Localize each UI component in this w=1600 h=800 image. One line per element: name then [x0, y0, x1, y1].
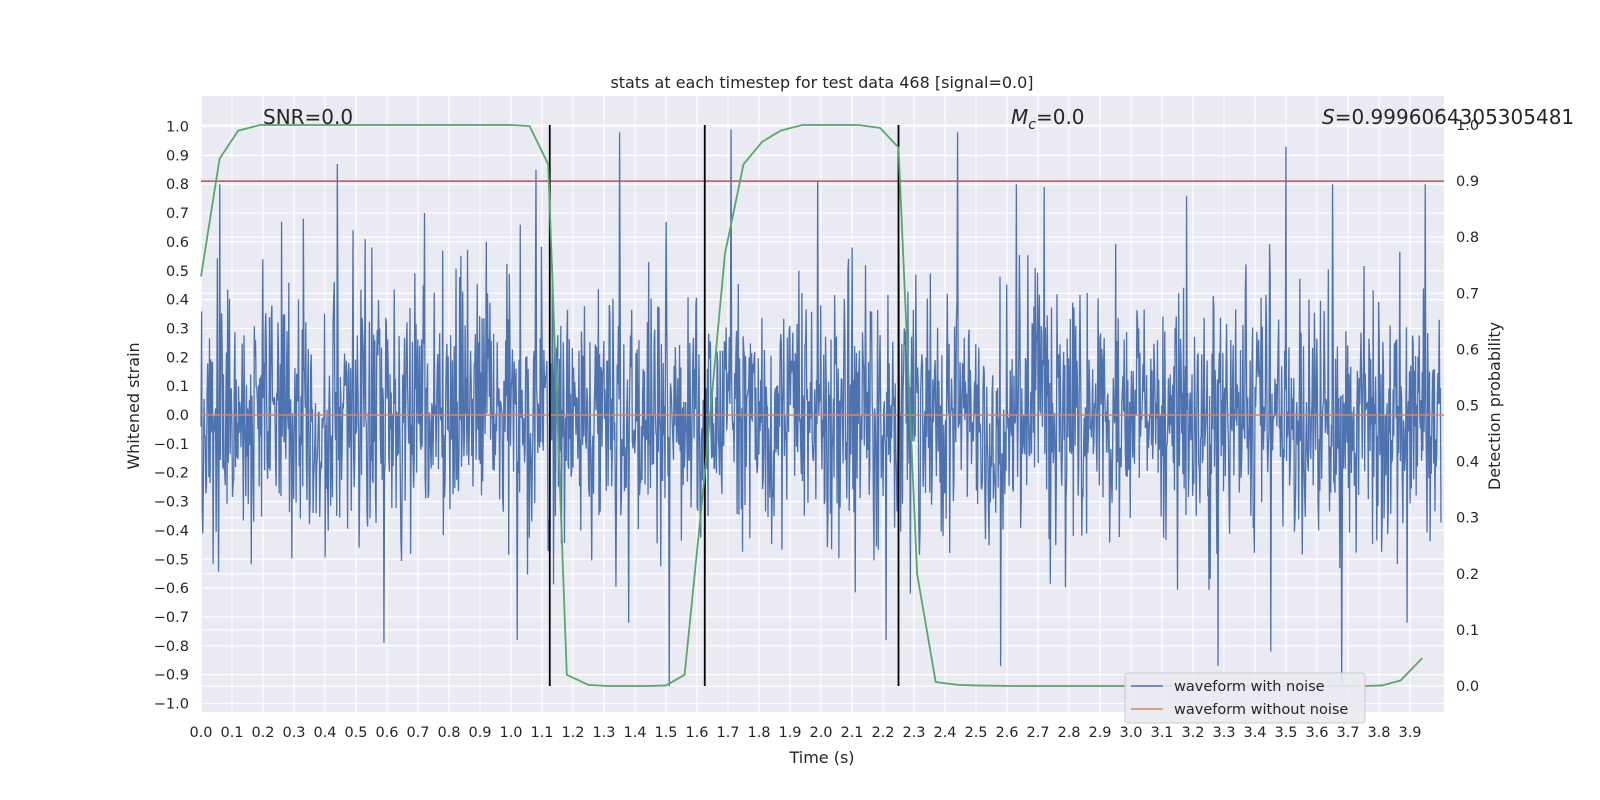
- mc-subscript: c: [1028, 117, 1036, 133]
- y-tick-label: −0.5: [154, 552, 189, 568]
- x-tick-label: 1.3: [592, 725, 615, 741]
- y-tick-label: 0.5: [166, 264, 189, 280]
- y-tick-label: −0.8: [154, 639, 189, 655]
- x-tick-label: 3.1: [1150, 725, 1173, 741]
- y-tick-label: 0.2: [166, 350, 189, 366]
- x-tick-labels: 0.0 0.1 0.2 0.3 0.4 0.5 0.6 0.7 0.8 0.9 1.0 1.1 1.2 1…: [189, 725, 1421, 741]
- x-tick-label: 3.3: [1212, 725, 1235, 741]
- y-tick-label: 0.0: [166, 408, 189, 424]
- x-tick-label: 3.6: [1305, 725, 1328, 741]
- y-axis-label: Whitened strain: [124, 342, 143, 469]
- x-tick-label: 2.3: [902, 725, 925, 741]
- mc-value: =0.0: [1036, 105, 1085, 129]
- y-tick-label: 0.6: [166, 235, 189, 251]
- y2-tick-label: 0.9: [1456, 174, 1479, 190]
- s-annotation: S=0.9996064305305481: [1322, 105, 1574, 129]
- x-tick-label: 3.9: [1398, 725, 1421, 741]
- x-tick-label: 2.9: [1088, 725, 1111, 741]
- snr-annotation: SNR=0.0: [263, 105, 353, 129]
- y-tick-label: −0.4: [154, 523, 189, 539]
- x-tick-label: 1.5: [654, 725, 677, 741]
- y-tick-label: −0.3: [154, 495, 189, 511]
- x-tick-label: 0.9: [468, 725, 491, 741]
- x-tick-label: 1.8: [747, 725, 770, 741]
- s-value: =0.9996064305305481: [1335, 105, 1574, 129]
- y2-tick-label: 0.1: [1456, 623, 1479, 639]
- y2-tick-label: 0.2: [1456, 567, 1479, 583]
- x-tick-label: 0.6: [375, 725, 398, 741]
- y-tick-label: −0.1: [154, 437, 189, 453]
- x-tick-label: 0.4: [313, 725, 336, 741]
- x-tick-label: 2.0: [809, 725, 832, 741]
- chart-title: stats at each timestep for test data 468…: [610, 73, 1033, 92]
- x-tick-label: 0.2: [251, 725, 274, 741]
- x-tick-label: 2.7: [1026, 725, 1049, 741]
- y2-tick-label: 0.8: [1456, 230, 1479, 246]
- y-tick-label: 0.4: [166, 293, 189, 309]
- chirp-mass-annotation: Mc=0.0: [1011, 105, 1085, 133]
- y2-tick-label: 0.3: [1456, 511, 1479, 527]
- x-tick-label: 1.6: [685, 725, 708, 741]
- x-tick-label: 0.3: [282, 725, 305, 741]
- x-tick-label: 2.4: [933, 725, 956, 741]
- x-axis-label: Time (s): [788, 748, 854, 767]
- x-tick-label: 3.5: [1274, 725, 1297, 741]
- y-tick-label: −0.2: [154, 466, 189, 482]
- x-tick-label: 0.8: [437, 725, 460, 741]
- x-tick-label: 1.7: [716, 725, 739, 741]
- mc-symbol: M: [1011, 105, 1028, 129]
- x-tick-label: 2.6: [995, 725, 1018, 741]
- x-tick-label: 0.5: [344, 725, 367, 741]
- y-tick-label: −1.0: [154, 697, 189, 713]
- x-tick-label: 1.2: [561, 725, 584, 741]
- y2-tick-label: 0.5: [1456, 399, 1479, 415]
- y2-tick-label: 0.4: [1456, 455, 1479, 471]
- y-tick-labels: 1.0 0.9 0.8 0.7 0.6 0.5 0.4 0.3 0.2 0.1 0.0 −0.1 −0.…: [154, 120, 189, 713]
- y2-axis-label: Detection probability: [1485, 322, 1504, 490]
- y2-tick-label: 0.6: [1456, 342, 1479, 358]
- waveform-with-noise-series: [200, 129, 1442, 687]
- y2-tick-label: 0.0: [1456, 679, 1479, 695]
- y-tick-label: −0.7: [154, 610, 189, 626]
- x-tick-label: 2.2: [871, 725, 894, 741]
- y-tick-label: 0.9: [166, 148, 189, 164]
- s-symbol: S: [1322, 105, 1335, 129]
- x-tick-label: 1.1: [530, 725, 553, 741]
- legend-label-noise: waveform with noise: [1174, 679, 1325, 695]
- x-tick-label: 3.8: [1367, 725, 1390, 741]
- x-tick-label: 2.1: [840, 725, 863, 741]
- x-tick-label: 1.9: [778, 725, 801, 741]
- y-tick-label: 1.0: [166, 120, 189, 136]
- x-tick-label: 1.4: [623, 725, 646, 741]
- y2-tick-label: 0.7: [1456, 286, 1479, 302]
- x-tick-label: 0.0: [189, 725, 212, 741]
- legend: waveform with noise waveform without noi…: [1124, 672, 1366, 724]
- x-tick-label: 2.8: [1057, 725, 1080, 741]
- y-tick-label: 0.1: [166, 379, 189, 395]
- x-tick-label: 2.5: [964, 725, 987, 741]
- y-tick-label: −0.6: [154, 581, 189, 597]
- x-tick-label: 3.4: [1243, 725, 1266, 741]
- y-tick-label: −0.9: [154, 668, 189, 684]
- waveform-with-noise-line: [200, 129, 1442, 687]
- y2-tick-label: 1.0: [1456, 118, 1479, 134]
- y-tick-label: 0.3: [166, 321, 189, 337]
- x-tick-label: 0.1: [220, 725, 243, 741]
- x-tick-label: 0.7: [406, 725, 429, 741]
- y-tick-label: 0.7: [166, 206, 189, 222]
- x-tick-label: 3.7: [1336, 725, 1359, 741]
- x-tick-label: 3.2: [1181, 725, 1204, 741]
- legend-label-clean: waveform without noise: [1174, 702, 1348, 718]
- x-tick-label: 1.0: [499, 725, 522, 741]
- x-tick-label: 3.0: [1119, 725, 1142, 741]
- legend-box: [1124, 672, 1366, 724]
- y2-tick-labels: 1.0 0.9 0.8 0.7 0.6 0.5 0.4 0.3 0.2 0.1 0.0: [1456, 118, 1479, 695]
- y-tick-label: 0.8: [166, 177, 189, 193]
